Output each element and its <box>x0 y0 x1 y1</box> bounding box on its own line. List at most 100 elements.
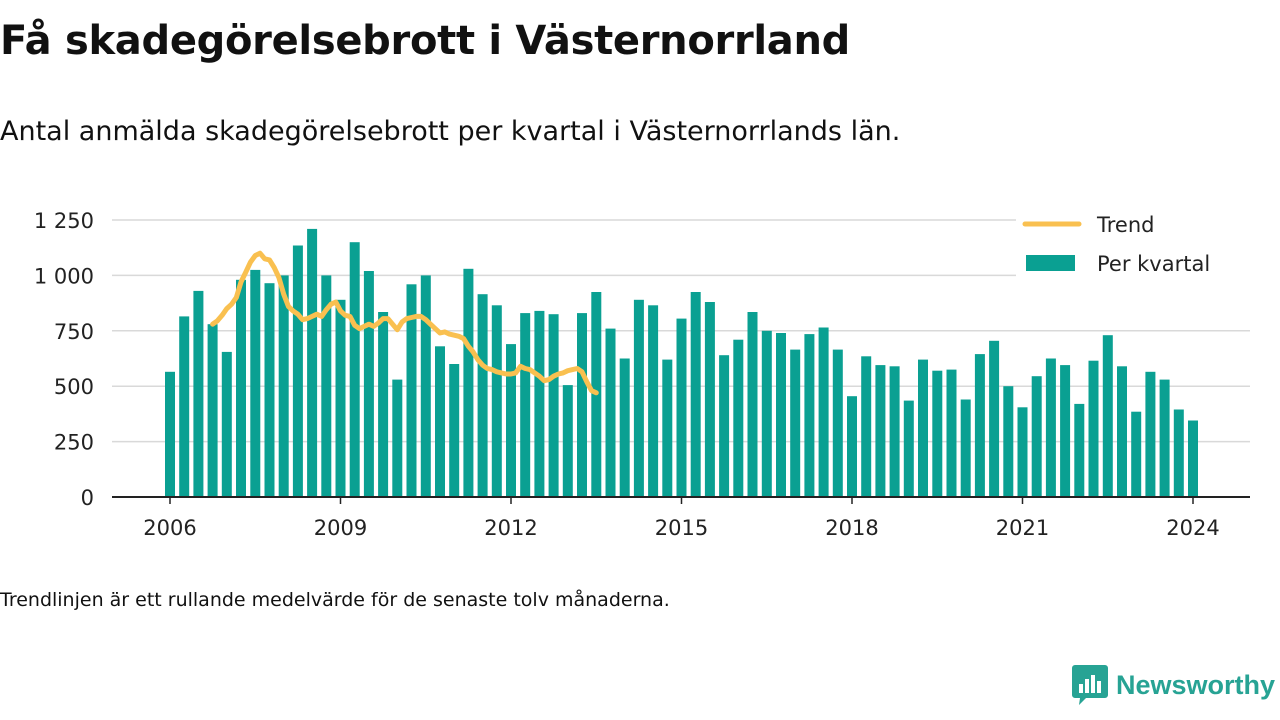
bar <box>406 284 417 497</box>
bar <box>378 312 389 497</box>
y-tick-label: 750 <box>54 320 94 344</box>
newsworthy-logo-icon <box>1072 665 1108 705</box>
bar <box>207 324 218 497</box>
bar <box>974 354 985 497</box>
bar <box>562 385 573 497</box>
bar <box>1131 411 1142 497</box>
bar <box>932 370 943 497</box>
x-tick-label: 2024 <box>1166 516 1219 540</box>
legend-bar-label: Per kvartal <box>1097 252 1210 276</box>
bar <box>250 269 261 497</box>
bar <box>804 334 815 497</box>
bar <box>903 400 914 497</box>
bar <box>1003 386 1014 497</box>
bar <box>392 379 403 497</box>
bar <box>946 369 957 497</box>
bar <box>1074 403 1085 497</box>
bar <box>463 268 474 497</box>
x-axis-labels: 2006 2009 2012 2015 2018 2021 2024 <box>143 497 1220 540</box>
bar <box>520 313 531 497</box>
bar <box>776 333 786 497</box>
x-tick-label: 2018 <box>825 516 878 540</box>
brand-logo[interactable]: Newsworthy <box>1072 665 1275 705</box>
bar <box>875 365 886 497</box>
bar <box>747 312 758 497</box>
bar <box>506 344 516 497</box>
legend-background <box>1016 208 1250 284</box>
bar <box>278 275 289 497</box>
bar <box>790 349 801 497</box>
bar <box>1088 360 1099 497</box>
bar <box>1045 358 1056 497</box>
bar <box>221 351 232 497</box>
bar <box>690 292 701 497</box>
bar <box>1159 379 1170 497</box>
bar <box>1188 420 1198 497</box>
x-tick-label: 2012 <box>484 516 537 540</box>
bar <box>847 396 857 497</box>
bar <box>1031 376 1042 497</box>
legend-trend-label: Trend <box>1096 213 1154 237</box>
bar <box>832 349 843 497</box>
bar <box>349 242 360 497</box>
bar <box>989 340 1000 497</box>
bar <box>307 228 318 497</box>
bar <box>605 328 616 497</box>
chart: 0 250 500 750 1 000 1 250 2006 2009 2012 2015 201… <box>34 208 1250 540</box>
bar <box>420 275 431 497</box>
bar <box>918 359 928 497</box>
x-tick-label: 2009 <box>314 516 367 540</box>
bar <box>236 279 246 497</box>
bar <box>861 356 872 497</box>
y-tick-label: 250 <box>54 431 94 455</box>
bar <box>435 346 445 497</box>
y-tick-label: 0 <box>81 486 94 510</box>
bar <box>1017 407 1028 497</box>
brand-name: Newsworthy <box>1116 669 1276 700</box>
y-tick-label: 500 <box>54 375 94 399</box>
legend-bar-swatch <box>1026 255 1075 271</box>
bar <box>534 310 545 497</box>
trend-line <box>210 250 599 396</box>
bar <box>1145 371 1156 497</box>
bar <box>321 275 332 497</box>
y-tick-label: 1 250 <box>34 209 94 233</box>
bar <box>676 318 687 497</box>
chart-subtitle: Antal anmälda skadegörelsebrott per kvar… <box>0 116 901 147</box>
bar <box>292 245 303 497</box>
bar <box>1060 365 1071 497</box>
bar <box>1173 409 1184 497</box>
bar <box>335 299 346 497</box>
legend: Trend Per kvartal <box>1016 208 1250 284</box>
x-tick-label: 2015 <box>655 516 708 540</box>
chart-title: Få skadegörelsebrott i Västernorrland <box>0 18 850 64</box>
bar <box>719 355 730 497</box>
bar <box>179 316 190 497</box>
bar <box>733 339 744 497</box>
footnote: Trendlinjen är ett rullande medelvärde f… <box>0 589 670 611</box>
bar <box>960 399 971 497</box>
bar <box>648 305 659 497</box>
bar <box>818 327 829 497</box>
bar <box>264 283 275 497</box>
bar <box>1102 335 1113 497</box>
x-tick-label: 2006 <box>143 516 196 540</box>
bar <box>577 313 587 497</box>
bar <box>1117 366 1127 497</box>
y-axis-labels: 0 250 500 750 1 000 1 250 <box>34 209 94 510</box>
bar <box>548 314 559 497</box>
bar <box>491 305 502 497</box>
bar <box>704 302 715 497</box>
y-tick-label: 1 000 <box>34 264 94 288</box>
bar <box>662 359 673 497</box>
bar <box>633 299 644 497</box>
bar <box>889 366 900 497</box>
bar <box>619 358 630 497</box>
bar <box>363 271 374 497</box>
bar <box>165 371 175 497</box>
bar <box>449 364 460 497</box>
x-tick-label: 2021 <box>996 516 1049 540</box>
bar-series <box>165 228 1198 497</box>
bar <box>193 290 204 497</box>
bar <box>761 330 772 497</box>
